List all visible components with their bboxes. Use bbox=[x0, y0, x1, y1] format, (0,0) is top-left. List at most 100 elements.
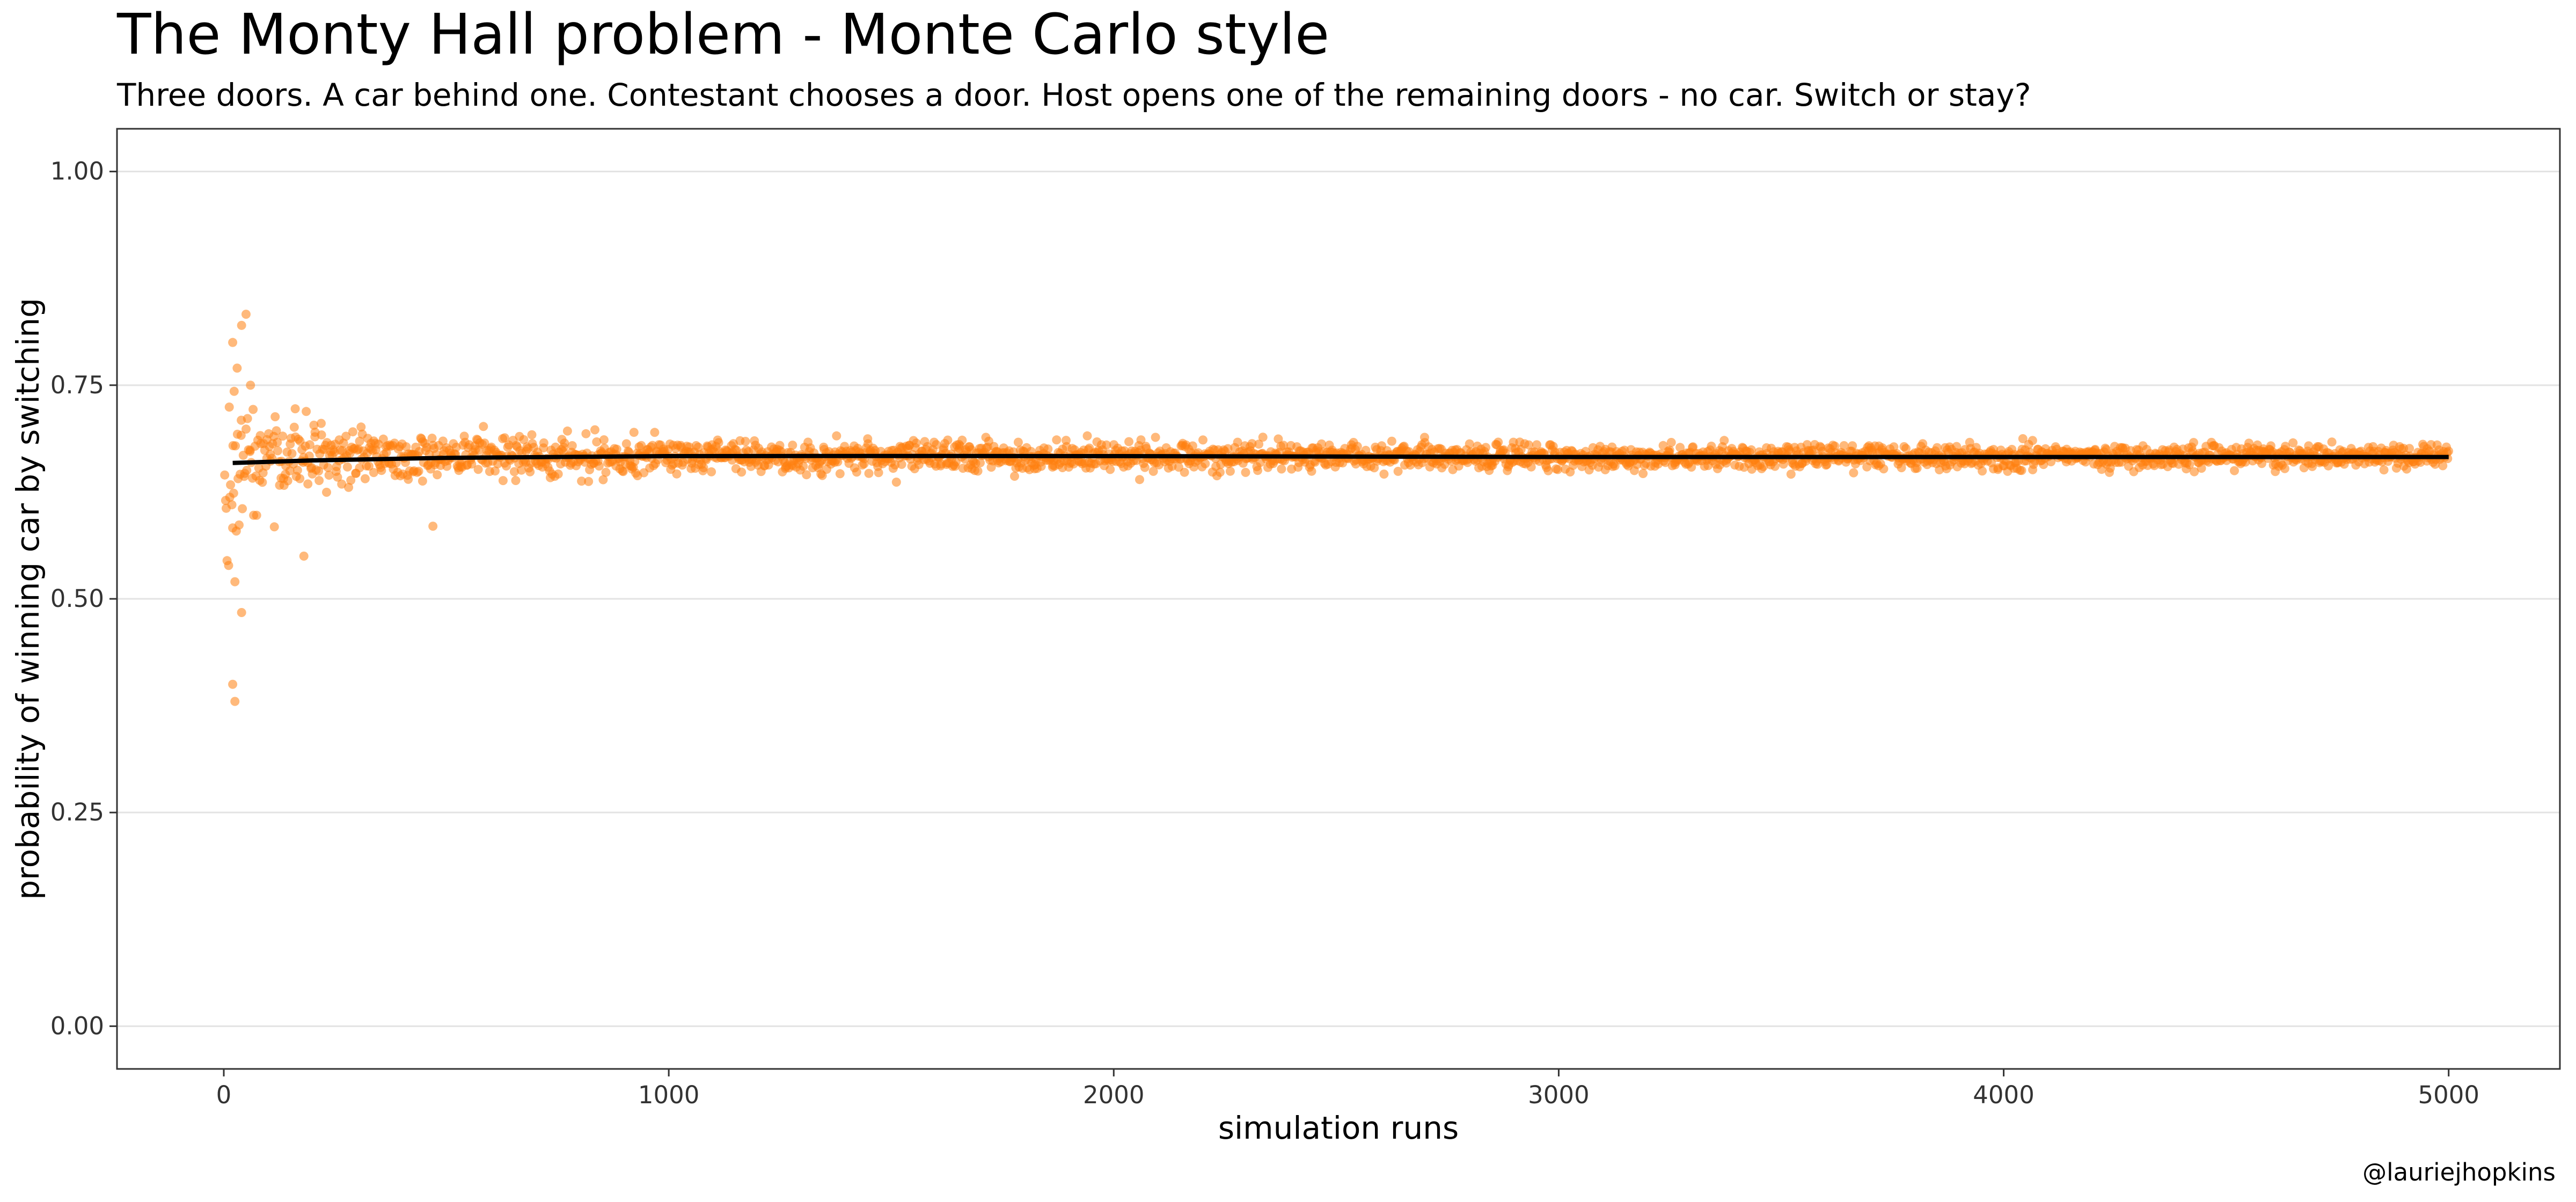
scatter-point bbox=[802, 470, 811, 480]
scatter-point bbox=[1889, 442, 1899, 452]
y-tick-label: 0.50 bbox=[50, 584, 104, 613]
scatter-point bbox=[1786, 470, 1796, 479]
scatter-point bbox=[2444, 446, 2454, 456]
scatter-point bbox=[592, 437, 602, 446]
scatter-point bbox=[577, 477, 587, 486]
scatter-point bbox=[369, 468, 378, 478]
scatter-point bbox=[317, 419, 326, 428]
scatter-point bbox=[2197, 464, 2206, 473]
scatter-point bbox=[1912, 464, 1922, 473]
scatter-point bbox=[1277, 464, 1286, 474]
scatter-point bbox=[1258, 433, 1268, 442]
data-points bbox=[220, 310, 2454, 706]
scatter-point bbox=[342, 462, 352, 472]
scatter-point bbox=[491, 466, 500, 476]
scatter-point bbox=[404, 474, 413, 484]
scatter-point bbox=[527, 430, 537, 439]
scatter-point bbox=[1136, 435, 1146, 445]
scatter-point bbox=[584, 477, 594, 486]
scatter-point bbox=[236, 430, 246, 440]
y-tick-label: 0.25 bbox=[50, 798, 104, 826]
scatter-point bbox=[957, 435, 967, 445]
scatter-point bbox=[1687, 463, 1696, 472]
scatter-point bbox=[629, 428, 639, 437]
scatter-point bbox=[1494, 437, 1503, 447]
scatter-point bbox=[2327, 437, 2337, 447]
scatter-point bbox=[911, 438, 921, 448]
scatter-point bbox=[594, 461, 604, 471]
scatter-point bbox=[292, 465, 302, 475]
scatter-point bbox=[1746, 445, 1756, 455]
scatter-point bbox=[1707, 442, 1716, 451]
scatter-point bbox=[1102, 440, 1111, 450]
scatter-point bbox=[1052, 435, 1062, 445]
scatter-point bbox=[323, 463, 333, 472]
scatter-point bbox=[314, 476, 324, 485]
scatter-point bbox=[229, 488, 238, 498]
scatter-point bbox=[2185, 460, 2194, 470]
scatter-point bbox=[1978, 466, 1987, 476]
scatter-point bbox=[511, 476, 521, 485]
y-axis-title: probability of winning car by switching bbox=[10, 298, 46, 900]
scatter-point bbox=[599, 435, 609, 445]
scatter-point bbox=[228, 338, 238, 347]
scatter-point bbox=[1879, 464, 1889, 474]
scatter-point bbox=[2190, 467, 2199, 477]
scatter-point bbox=[976, 458, 985, 467]
scatter-point bbox=[2324, 461, 2333, 471]
scatter-point bbox=[1151, 433, 1160, 442]
scatter-point bbox=[1901, 444, 1911, 453]
scatter-point bbox=[1553, 465, 1563, 474]
scatter-point bbox=[243, 414, 252, 423]
scatter-point bbox=[305, 440, 314, 450]
scatter-point bbox=[601, 467, 611, 477]
scatter-point bbox=[295, 474, 305, 483]
y-tick-label: 1.00 bbox=[50, 157, 104, 186]
y-tick-label: 0.75 bbox=[50, 371, 104, 399]
scatter-point bbox=[1543, 466, 1553, 475]
scatter-point bbox=[1666, 438, 1676, 447]
x-tick-label: 5000 bbox=[2418, 1081, 2479, 1109]
scatter-point bbox=[517, 465, 526, 475]
scatter-point bbox=[356, 422, 366, 432]
scatter-point bbox=[427, 434, 437, 443]
scatter-point bbox=[341, 431, 351, 441]
scatter-point bbox=[1233, 437, 1242, 447]
x-tick-label: 4000 bbox=[1973, 1081, 2035, 1109]
scatter-point bbox=[1225, 466, 1235, 476]
scatter-point bbox=[241, 310, 251, 319]
scatter-point bbox=[539, 438, 548, 448]
scatter-point bbox=[2018, 434, 2028, 443]
scatter-point bbox=[890, 460, 900, 470]
scatter-point bbox=[1830, 441, 1840, 451]
scatter-point bbox=[273, 437, 282, 447]
scatter-point bbox=[1638, 469, 1648, 478]
x-axis-title: simulation runs bbox=[1218, 1110, 1459, 1146]
scatter-point bbox=[1253, 466, 1262, 475]
scatter-point bbox=[401, 442, 411, 452]
scatter-point bbox=[621, 439, 631, 449]
scatter-point bbox=[1665, 445, 1674, 455]
scatter-point bbox=[269, 522, 279, 532]
scatter-point bbox=[2438, 461, 2448, 471]
scatter-point bbox=[560, 438, 569, 448]
scatter-point bbox=[1247, 439, 1257, 449]
scatter-point bbox=[414, 466, 423, 476]
scatter-point bbox=[1379, 470, 1389, 479]
scatter-point bbox=[1526, 462, 1536, 472]
scatter-point bbox=[287, 449, 297, 458]
scatter-point bbox=[2257, 459, 2266, 468]
scatter-point bbox=[932, 440, 941, 450]
scatter-point bbox=[224, 561, 233, 570]
scatter-point bbox=[1106, 465, 1115, 474]
scatter-point bbox=[498, 476, 508, 486]
scatter-point bbox=[303, 479, 313, 489]
scatter-point bbox=[339, 438, 348, 448]
scatter-point bbox=[1839, 441, 1849, 450]
scatter-point bbox=[2046, 457, 2056, 466]
scatter-point bbox=[1274, 434, 1283, 444]
scatter-point bbox=[1188, 441, 1197, 451]
scatter-point bbox=[428, 522, 438, 531]
scatter-point bbox=[473, 465, 483, 474]
